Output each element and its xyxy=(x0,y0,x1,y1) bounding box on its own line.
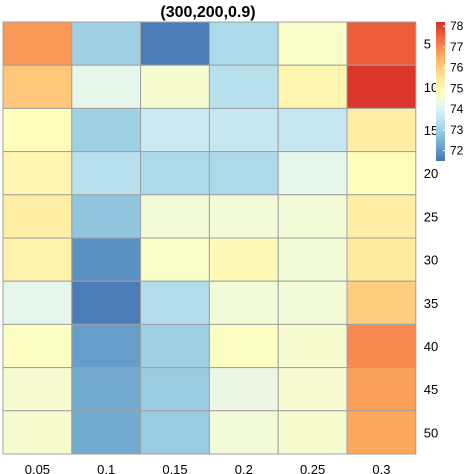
color-legend: 72 73 74 75 76 77 78 xyxy=(436,19,464,161)
row-label: 30 xyxy=(424,253,438,268)
legend-color-bar xyxy=(436,22,445,161)
heatmap-cell xyxy=(208,237,279,282)
heatmap-cell xyxy=(277,107,348,153)
legend-tick-label: 73 xyxy=(450,123,464,137)
row-label: 20 xyxy=(424,166,438,181)
heatmap-cell xyxy=(140,107,210,153)
legend-tick-label: 77 xyxy=(450,40,464,54)
heatmap-cell xyxy=(2,64,73,109)
heatmap-cell xyxy=(2,280,73,325)
heatmap-cell xyxy=(2,237,73,282)
heatmap-cell xyxy=(71,21,142,66)
heatmap-cell xyxy=(2,107,73,153)
heatmap-cell xyxy=(277,367,348,412)
heatmap-cell xyxy=(277,410,348,455)
heatmap-cell xyxy=(71,107,142,153)
heatmap-cell xyxy=(208,410,279,455)
heatmap-cell xyxy=(2,367,73,412)
heatmap-cell xyxy=(208,323,279,369)
row-labels: 5 10 15 20 25 30 35 40 45 50 xyxy=(424,37,438,441)
column-label: 0.05 xyxy=(25,462,50,474)
heatmap-cell xyxy=(2,410,73,455)
legend-tick-label: 75 xyxy=(450,81,464,95)
heatmap-cell xyxy=(208,280,279,325)
heatmap-cell xyxy=(208,151,279,196)
legend-tick-label: 72 xyxy=(450,144,464,158)
heatmap-cell xyxy=(346,323,417,369)
legend-tick-label: 74 xyxy=(450,102,464,116)
column-labels: 0.05 0.1 0.15 0.2 0.25 0.3 xyxy=(25,462,391,474)
heatmap-cell xyxy=(140,410,210,455)
heatmap-cell xyxy=(2,151,73,196)
heatmap-cell xyxy=(277,280,348,325)
row-label: 35 xyxy=(424,296,438,311)
heatmap-cell xyxy=(277,194,348,239)
heatmap-cell xyxy=(277,64,348,109)
heatmap-cell xyxy=(346,64,417,109)
heatmap-cell xyxy=(208,367,279,412)
heatmap-cell xyxy=(71,237,142,282)
legend-tick-label: 78 xyxy=(450,19,464,33)
row-label: 50 xyxy=(424,425,438,440)
heatmap-cell xyxy=(346,367,417,412)
heatmap-cell xyxy=(71,323,142,369)
heatmap-cell xyxy=(140,280,210,325)
heatmap-cell xyxy=(277,21,348,66)
heatmap-cell xyxy=(71,151,142,196)
heatmap-cell xyxy=(346,194,417,239)
heatmap-cells xyxy=(2,21,417,455)
heatmap-cell xyxy=(2,323,73,369)
heatmap-cell xyxy=(140,21,210,66)
heatmap-cell xyxy=(71,367,142,412)
heatmap-cell xyxy=(140,237,210,282)
heatmap-cell xyxy=(208,21,279,66)
row-label: 40 xyxy=(424,339,438,354)
heatmap-cell xyxy=(346,237,417,282)
heatmap-cell xyxy=(71,280,142,325)
row-label: 10 xyxy=(424,80,438,95)
row-label: 5 xyxy=(424,37,431,52)
column-label: 0.3 xyxy=(372,462,390,474)
column-label: 0.1 xyxy=(97,462,115,474)
heatmap-cell xyxy=(71,64,142,109)
heatmap-cell xyxy=(277,151,348,196)
heatmap-cell xyxy=(346,107,417,153)
row-label: 15 xyxy=(424,123,438,138)
heatmap-cell xyxy=(277,237,348,282)
heatmap-cell xyxy=(346,151,417,196)
column-label: 0.15 xyxy=(162,462,187,474)
heatmap-cell xyxy=(346,410,417,455)
heatmap-cell xyxy=(208,64,279,109)
heatmap-cell xyxy=(140,151,210,196)
column-label: 0.2 xyxy=(235,462,253,474)
row-label: 25 xyxy=(424,209,438,224)
row-label: 45 xyxy=(424,382,438,397)
heatmap-cell xyxy=(140,194,210,239)
legend-tick-label: 76 xyxy=(450,61,464,75)
chart-title: (300,200,0.9) xyxy=(160,4,255,21)
heatmap-cell xyxy=(71,194,142,239)
heatmap-cell xyxy=(2,21,73,66)
heatmap-cell xyxy=(140,367,210,412)
heatmap-cell xyxy=(208,194,279,239)
heatmap-cell xyxy=(277,323,348,369)
heatmap-cell xyxy=(140,64,210,109)
column-label: 0.25 xyxy=(300,462,325,474)
heatmap-cell xyxy=(71,410,142,455)
heatmap-cell xyxy=(2,194,73,239)
heatmap-cell xyxy=(140,323,210,369)
heatmap-cell xyxy=(346,21,417,66)
heatmap-cell xyxy=(346,280,417,325)
heatmap-cell xyxy=(208,107,279,153)
